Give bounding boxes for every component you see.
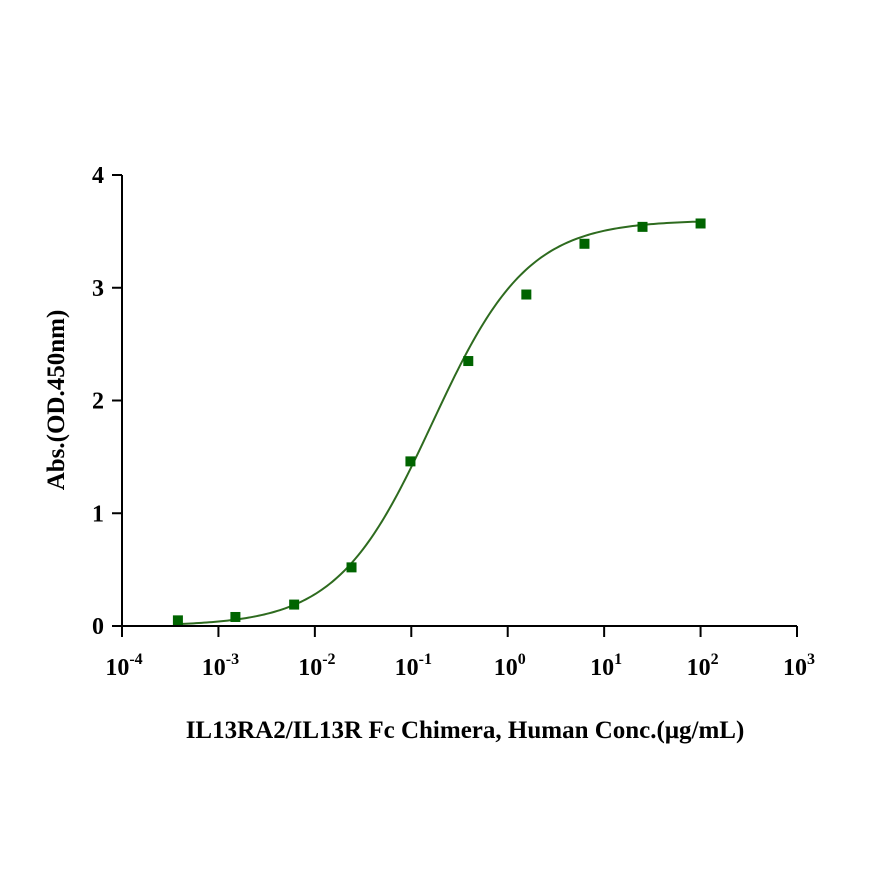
data-point <box>289 599 300 610</box>
x-tick-base: 10 <box>494 655 518 681</box>
data-point <box>346 562 357 573</box>
x-tick-exponent: 2 <box>711 651 719 668</box>
y-tick-label: 4 <box>92 163 104 189</box>
fit-curve <box>177 220 701 626</box>
data-point <box>172 615 183 626</box>
x-tick-base: 10 <box>105 655 129 681</box>
x-tick-exponent: 1 <box>614 651 622 668</box>
x-tick-label: 10-4 <box>105 651 142 681</box>
data-point <box>695 218 706 229</box>
x-tick-label: 102 <box>687 651 719 681</box>
x-tick-exponent: 3 <box>807 651 815 668</box>
x-tick-label: 10-2 <box>298 651 335 681</box>
x-tick-base: 10 <box>687 655 711 681</box>
y-ticks: 0 1 2 3 4 <box>92 163 122 640</box>
x-axis-label: IL13RA2/IL13R Fc Chimera, Human Conc.(μg… <box>186 717 745 744</box>
x-tick-base: 10 <box>590 655 614 681</box>
x-tick-exponent: -2 <box>322 651 335 668</box>
y-axis: 0 1 2 3 4 <box>92 163 123 640</box>
y-tick-label: 3 <box>92 276 104 302</box>
x-tick-exponent: 0 <box>518 651 526 668</box>
x-tick-label: 103 <box>783 651 815 681</box>
x-tick-exponent: -3 <box>226 651 239 668</box>
y-tick-label: 0 <box>92 614 104 640</box>
data-point <box>230 611 241 622</box>
x-ticks: 10-4 10-3 10-2 10-1 100 101 102 103 <box>105 626 815 681</box>
x-tick-label: 100 <box>494 651 526 681</box>
y-axis-label: Abs.(OD.450nm) <box>43 310 70 491</box>
x-tick-label: 10-1 <box>395 651 432 681</box>
data-points <box>172 218 706 626</box>
x-tick-base: 10 <box>783 655 807 681</box>
x-tick-base: 10 <box>298 655 322 681</box>
data-point <box>405 456 416 467</box>
data-point <box>579 238 590 249</box>
x-tick-base: 10 <box>202 655 226 681</box>
y-tick-label: 2 <box>92 389 104 415</box>
x-tick-label: 10-3 <box>202 651 239 681</box>
x-tick-exponent: -1 <box>419 651 432 668</box>
data-point <box>463 356 474 367</box>
x-tick-exponent: -4 <box>129 651 142 668</box>
y-tick-label: 1 <box>92 501 104 527</box>
plot-area <box>172 218 706 626</box>
data-point <box>637 221 648 232</box>
x-axis: 10-4 10-3 10-2 10-1 100 101 102 103 <box>105 625 815 681</box>
data-point <box>521 289 532 300</box>
x-tick-label: 101 <box>590 651 622 681</box>
x-tick-base: 10 <box>395 655 419 681</box>
